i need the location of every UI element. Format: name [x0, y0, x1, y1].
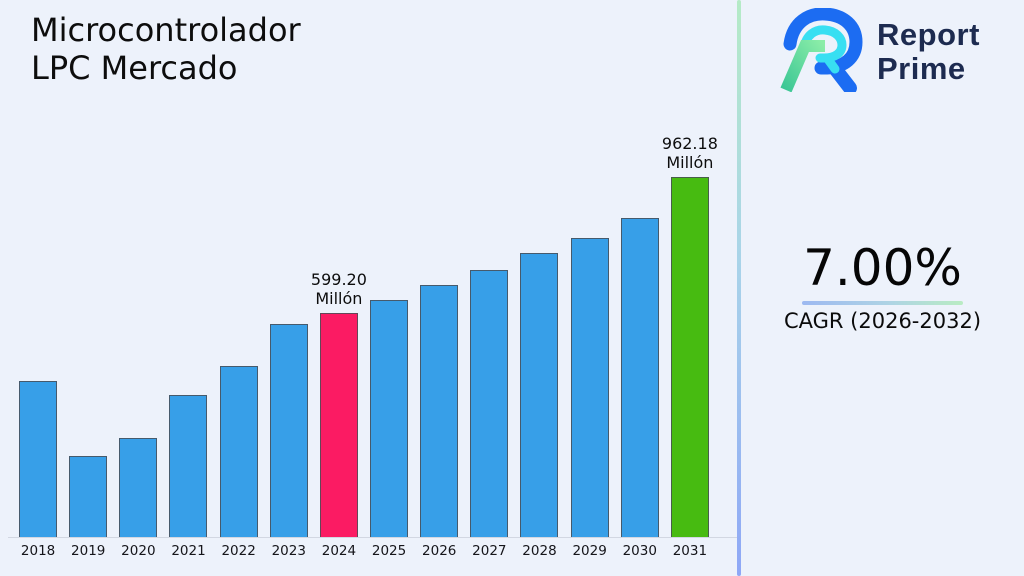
- bar-2030[interactable]: [620, 218, 659, 537]
- bar-chart: 599.20 Millón 962.18 Millón: [8, 37, 737, 538]
- report-prime-logo-text: Report Prime: [877, 18, 980, 86]
- bar-2026[interactable]: [420, 285, 459, 537]
- x-axis-label-2031: 2031: [672, 543, 708, 559]
- bar-slot-2029: [565, 37, 615, 537]
- bar-slot-2026: [414, 37, 464, 537]
- bar-2021[interactable]: [169, 395, 208, 537]
- x-axis-label-2029: 2029: [572, 543, 607, 559]
- bar-slot-2020: [113, 37, 163, 537]
- x-axis-line: [8, 537, 737, 538]
- x-axis-label-2028: 2028: [522, 543, 557, 559]
- bar-slot-2022: [214, 37, 264, 537]
- cagr-underline: [802, 301, 963, 305]
- report-prime-logo-icon: [778, 7, 870, 96]
- bar-2031[interactable]: [670, 177, 709, 537]
- bar-2025[interactable]: [370, 300, 409, 537]
- bar-2028[interactable]: [520, 253, 559, 537]
- bar-value-label-2024: 599.20 Millón: [310, 270, 367, 308]
- x-axis-label-2024: 2024: [321, 543, 357, 559]
- logo-text-line1: Report: [877, 17, 980, 52]
- page-title: Microcontrolador LPC Mercado: [31, 11, 301, 87]
- report-prime-logo[interactable]: Report Prime: [778, 7, 980, 96]
- page-title-line1: Microcontrolador: [31, 11, 301, 49]
- x-axis-label-2026: 2026: [422, 543, 457, 559]
- x-axis-label-2019: 2019: [71, 543, 106, 559]
- bar-2020[interactable]: [119, 438, 158, 537]
- bar-slot-2024: 599.20 Millón: [311, 37, 367, 537]
- x-axis-label-2025: 2025: [371, 543, 407, 559]
- bar-2023[interactable]: [269, 324, 308, 537]
- logo-text-line2: Prime: [877, 51, 966, 86]
- bar-2027[interactable]: [470, 270, 509, 537]
- x-axis-label-2027: 2027: [472, 543, 507, 559]
- bar-slot-2021: [163, 37, 213, 537]
- bar-slot-2027: [464, 37, 514, 537]
- x-axis-label-2030: 2030: [622, 543, 657, 559]
- bar-slot-2025: [364, 37, 414, 537]
- cagr-value: 7.00%: [803, 239, 962, 297]
- bar-series: 599.20 Millón 962.18 Millón: [13, 37, 718, 537]
- bar-2019[interactable]: [69, 456, 108, 537]
- cagr-caption: CAGR (2026-2032): [783, 309, 982, 333]
- bar-slot-2018: [13, 37, 63, 537]
- bar-value-label-2031: 962.18 Millón: [661, 134, 718, 172]
- x-axis-label-2018: 2018: [20, 543, 56, 559]
- x-axis-label-2021: 2021: [171, 543, 206, 559]
- bar-2018[interactable]: [19, 381, 58, 537]
- bar-slot-2031: 962.18 Millón: [662, 37, 718, 537]
- bar-2024[interactable]: [319, 313, 358, 537]
- bar-slot-2019: [63, 37, 113, 537]
- cagr-stats-block: 7.00% CAGR (2026-2032): [741, 238, 1024, 333]
- bar-slot-2028: [514, 37, 564, 537]
- bar-2029[interactable]: [570, 238, 609, 537]
- bar-slot-2023: [264, 37, 314, 537]
- x-axis-label-2023: 2023: [271, 543, 306, 559]
- bar-2022[interactable]: [219, 366, 258, 537]
- x-axis-labels: 2018 2019 2020 2021 2022 2023 2024 2025 2026 2027…: [13, 543, 715, 559]
- bar-slot-2030: [615, 37, 665, 537]
- page-title-line2: LPC Mercado: [31, 49, 238, 87]
- x-axis-label-2020: 2020: [121, 543, 156, 559]
- panel-separator-line: [737, 0, 741, 576]
- x-axis-label-2022: 2022: [221, 543, 256, 559]
